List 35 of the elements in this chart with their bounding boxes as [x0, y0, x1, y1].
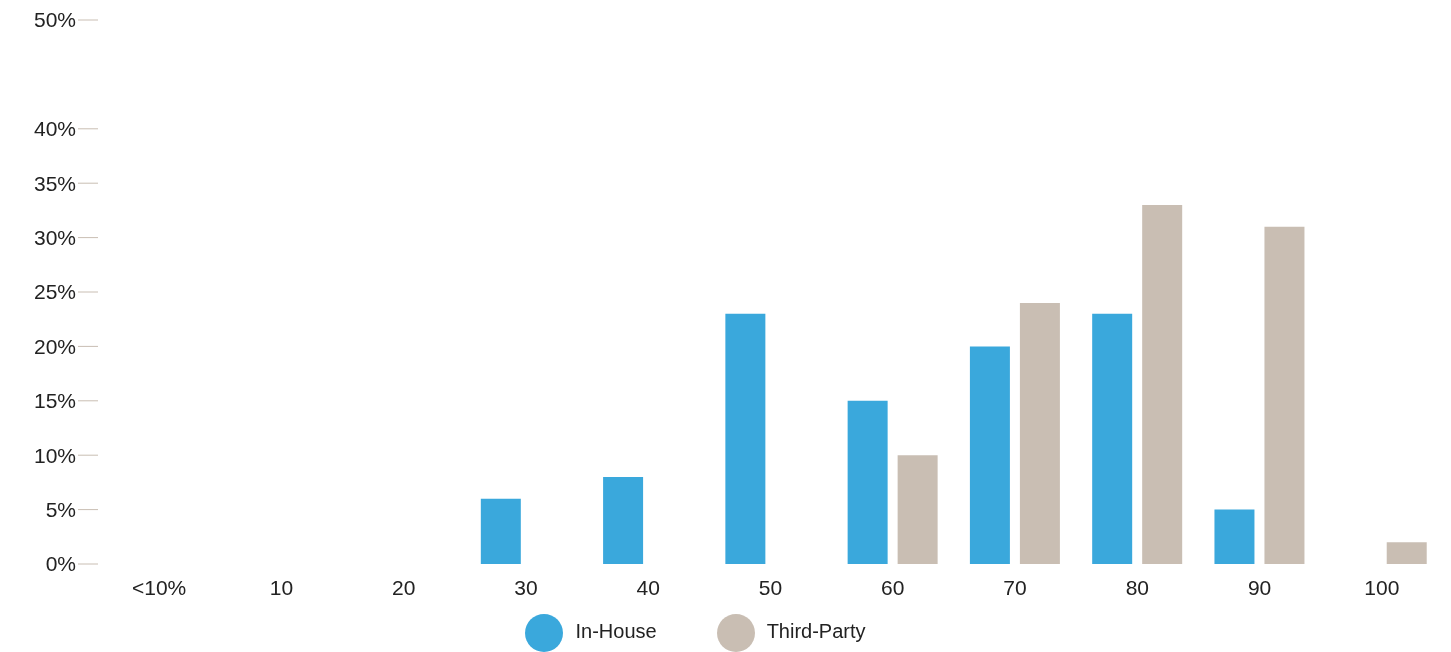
x-tick-label: 70	[1003, 575, 1027, 599]
bar	[897, 455, 938, 564]
bar	[1264, 226, 1305, 564]
x-tick-label: 60	[881, 575, 905, 599]
bar	[1092, 313, 1133, 564]
x-tick-label: 90	[1247, 575, 1272, 599]
bar	[480, 498, 521, 564]
y-tick-label: 5%	[45, 498, 76, 522]
bar	[603, 476, 644, 564]
bar	[969, 346, 1010, 564]
bar	[1214, 509, 1255, 564]
y-tick-label: 30%	[33, 226, 76, 250]
bar	[1386, 542, 1427, 564]
x-tick-label: 40	[636, 575, 660, 599]
y-tick-label: 40%	[33, 117, 76, 141]
bar	[725, 313, 766, 564]
x-tick-label: 10	[269, 575, 294, 599]
x-tick-label: <10%	[131, 575, 187, 599]
bar	[847, 400, 888, 564]
legend-label: Third-Party	[766, 620, 866, 643]
y-tick-label: 25%	[33, 280, 76, 304]
x-tick-label: 80	[1125, 575, 1149, 599]
y-tick-label: 0%	[45, 552, 76, 576]
y-tick-label: 35%	[33, 171, 76, 195]
x-tick-label: 100	[1364, 575, 1400, 599]
legend-label: In-House	[575, 620, 657, 643]
x-tick-label: 30	[514, 575, 538, 599]
y-tick-label: 50%	[33, 8, 76, 32]
y-tick-label: 10%	[33, 443, 76, 467]
y-tick-label: 15%	[33, 389, 76, 413]
x-tick-label: 20	[392, 575, 416, 599]
x-tick-label: 50	[758, 575, 783, 599]
bar	[1019, 302, 1060, 564]
y-tick-label: 20%	[33, 334, 76, 358]
bar	[1142, 204, 1183, 564]
